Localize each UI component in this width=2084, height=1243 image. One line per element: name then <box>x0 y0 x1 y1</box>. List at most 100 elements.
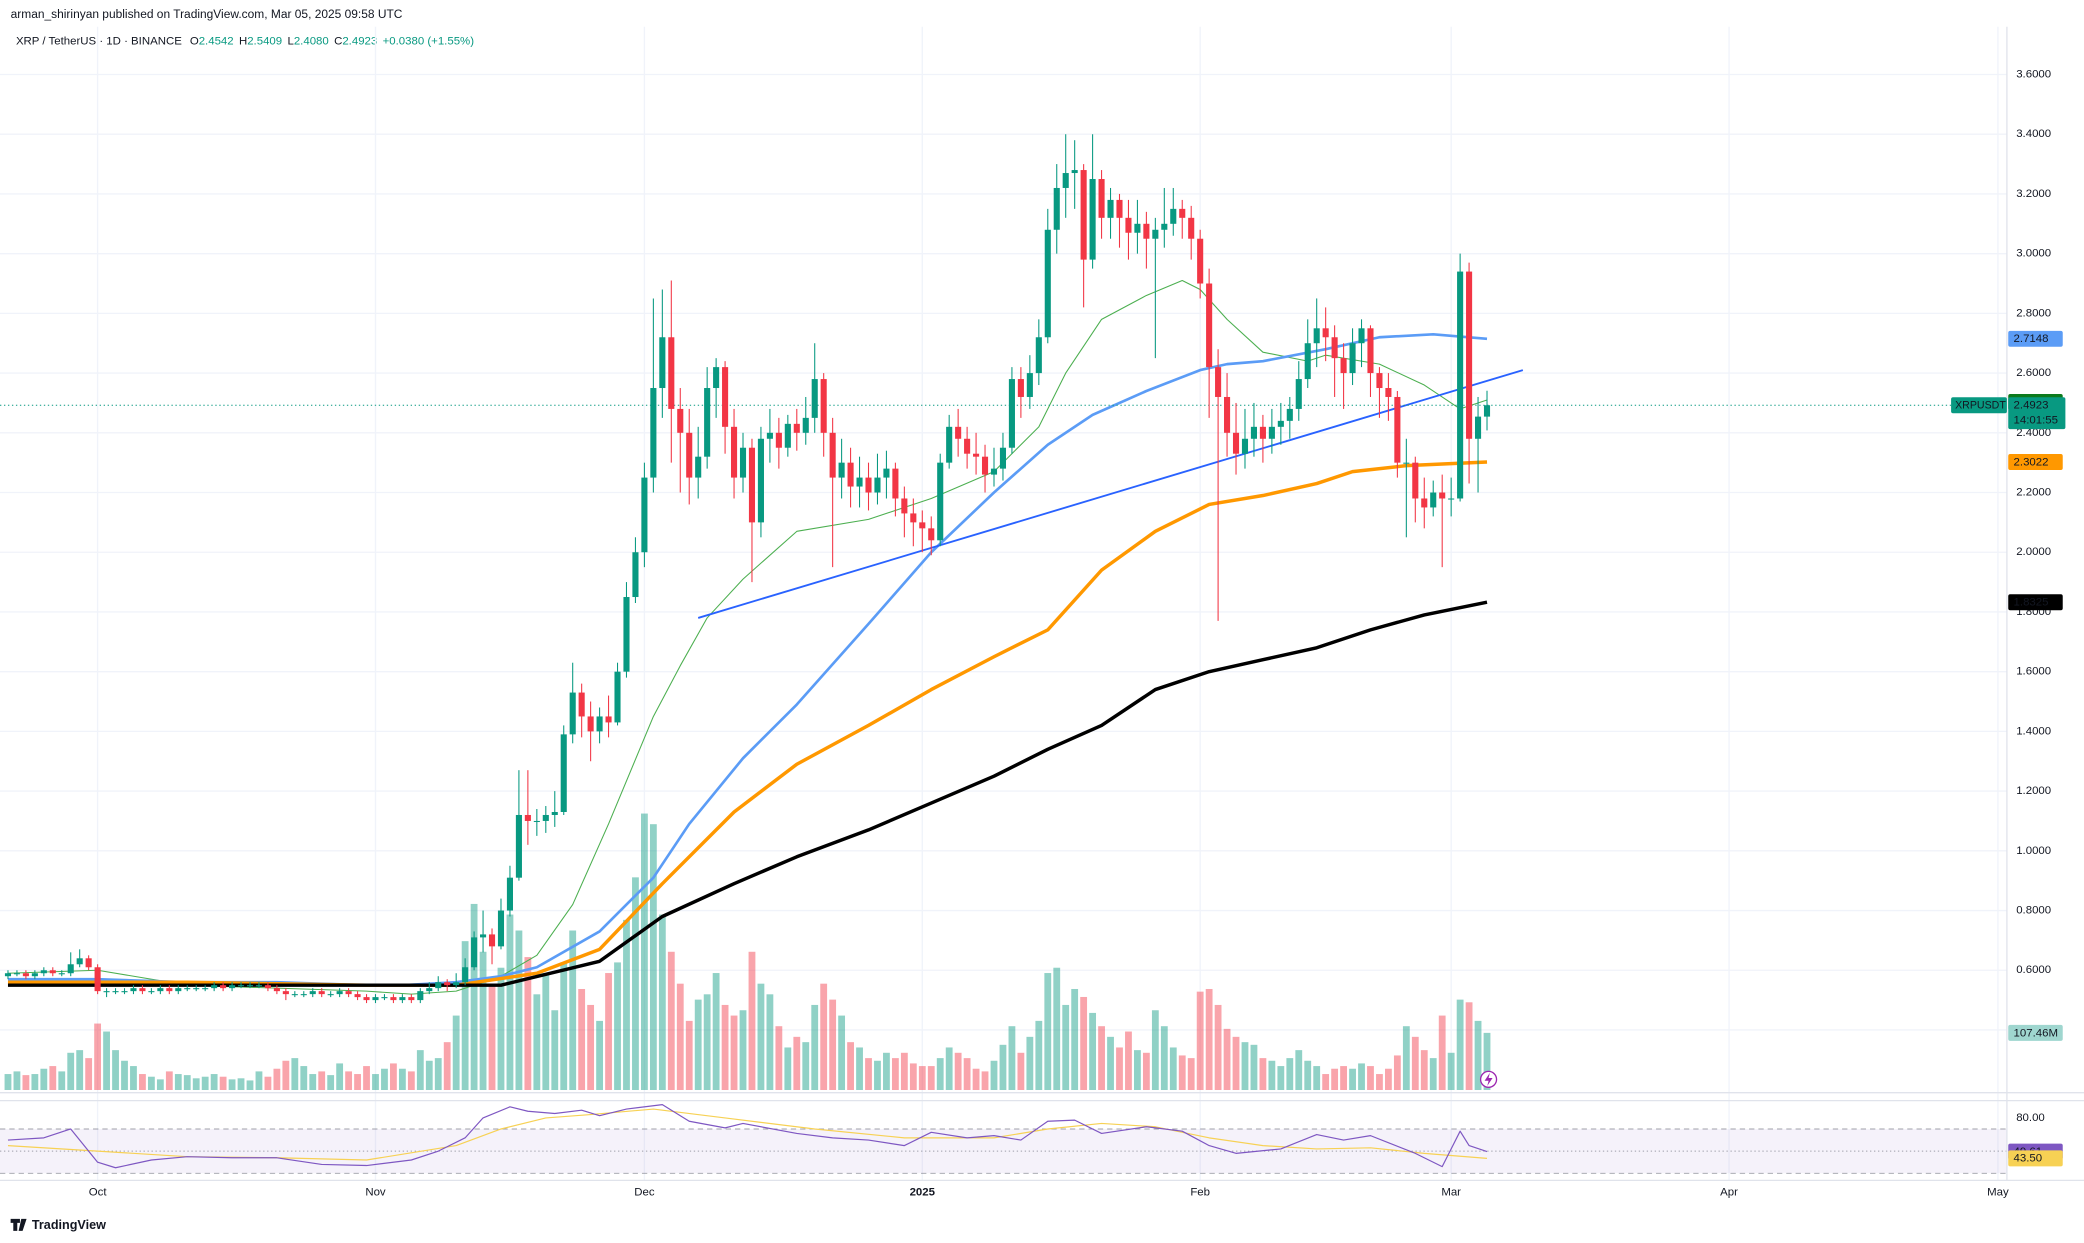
y-tick-label: 1.8000 <box>2016 606 2051 618</box>
candle-body <box>488 934 496 947</box>
candle-body <box>255 985 263 987</box>
symbol-legend: XRP / TetherUS · 1D · BINANCE O2.4542 H2.5… <box>16 35 474 47</box>
rsi-line <box>7 1104 1488 1169</box>
volume-bar <box>13 1071 21 1091</box>
volume-bar <box>1411 1036 1419 1091</box>
candle-body <box>175 988 182 992</box>
volume-bar <box>1125 1031 1132 1091</box>
y-tick-label: 1.4000 <box>2016 725 2051 737</box>
rsi-ma-line <box>7 1108 1488 1161</box>
candle-body <box>390 997 397 1001</box>
candle-body <box>1017 379 1024 397</box>
volume-bar <box>103 1031 110 1091</box>
candle-body <box>327 994 334 996</box>
candle-body <box>515 814 522 878</box>
volume-bar <box>31 1074 39 1091</box>
candle-body <box>1035 337 1042 374</box>
ohlc-key: O <box>190 35 199 47</box>
volume-bar <box>470 903 478 1091</box>
change: +0.0380 (+1.55%) <box>383 35 475 47</box>
candle-body <box>1241 438 1249 454</box>
volume-bar <box>1340 1066 1347 1091</box>
candle-body <box>300 994 307 996</box>
volume-bar <box>945 1047 953 1091</box>
volume-bar <box>1286 1058 1294 1091</box>
volume-bar <box>587 1004 595 1091</box>
volume-bar <box>201 1076 209 1091</box>
volume-bar <box>210 1074 218 1091</box>
volume-bar <box>578 988 586 1091</box>
x-tick-label: Feb <box>1190 1186 1210 1198</box>
candle-body <box>632 552 639 598</box>
volume-bar <box>596 1020 603 1091</box>
volume-bar <box>1026 1036 1034 1091</box>
candle-body <box>336 991 343 995</box>
candle-body <box>1403 462 1410 464</box>
candle-body <box>838 462 845 478</box>
volume-bar <box>174 1074 182 1091</box>
candle-body <box>766 432 773 439</box>
y-tick-label: 3.2000 <box>2016 188 2051 200</box>
volume-bar <box>632 877 639 1091</box>
price-badge-bg <box>2008 330 2063 347</box>
candle-body <box>1026 373 1033 397</box>
volume-bar <box>1160 1026 1168 1091</box>
candle-body <box>1358 328 1365 344</box>
candle-body <box>453 982 460 986</box>
symbol-title: XRP / TetherUS · 1D · BINANCE <box>16 35 182 47</box>
candle-body <box>1340 358 1347 374</box>
volume-bar <box>4 1074 12 1091</box>
volume-bar <box>641 813 648 1091</box>
candle-body <box>739 447 747 478</box>
candle-body <box>1062 173 1069 188</box>
volume-bar <box>1277 1066 1285 1091</box>
y-tick-label: 1.0000 <box>2016 845 2051 857</box>
candle-body <box>937 462 944 541</box>
candle-body <box>1053 187 1060 230</box>
publisher: arman_shirinyan published on TradingView… <box>11 7 403 21</box>
candle-body <box>533 820 540 823</box>
candle-body <box>1143 223 1150 239</box>
candle-body <box>408 997 415 1001</box>
volume-badge-bg <box>2008 1024 2063 1041</box>
volume-bar <box>22 1075 30 1091</box>
candle-body <box>291 994 298 996</box>
candle-body <box>964 438 971 454</box>
volume-bar <box>1295 1050 1303 1091</box>
volume-bar <box>1393 1055 1401 1091</box>
candle-body <box>793 423 800 433</box>
candle-body <box>910 513 917 523</box>
volume-bar <box>784 1047 792 1091</box>
candle-body <box>892 468 899 499</box>
volume-bar <box>1447 1052 1455 1091</box>
candle-body <box>542 814 549 821</box>
volume-bar <box>488 983 496 1091</box>
volume-bar <box>891 1058 899 1091</box>
candle-body <box>1044 229 1051 338</box>
y-tick-label: 2.8000 <box>2016 307 2051 319</box>
candle-body <box>578 692 585 717</box>
volume-bar <box>156 1079 164 1091</box>
candle-body <box>1367 328 1374 374</box>
volume-bar <box>829 999 837 1091</box>
candle-body <box>345 991 352 995</box>
candle-body <box>874 477 881 493</box>
candle-body <box>1206 283 1213 368</box>
candle-body <box>641 477 648 553</box>
price-badge: 2.7148 <box>2014 333 2049 345</box>
moving-average <box>7 600 1488 987</box>
volume-bar <box>1250 1044 1258 1091</box>
volume-bar <box>318 1071 326 1091</box>
candle-body <box>524 814 531 821</box>
candle-body <box>1376 373 1383 389</box>
candle-body <box>1466 271 1473 439</box>
volume-bar <box>1385 1068 1392 1091</box>
volume-badge: 107.46M <box>2014 1027 2058 1039</box>
candle-body <box>1295 379 1302 409</box>
candle-body <box>22 973 29 977</box>
candle-body <box>497 910 505 947</box>
candle-body <box>1215 367 1222 397</box>
x-tick-label: Apr <box>1720 1186 1738 1198</box>
